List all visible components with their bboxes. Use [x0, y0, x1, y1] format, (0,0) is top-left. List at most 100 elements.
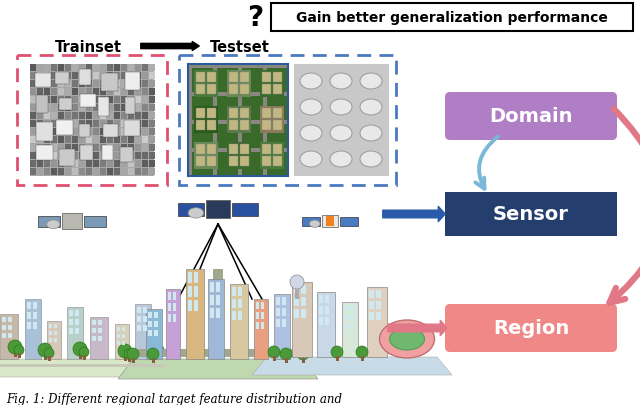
Bar: [86, 73, 92, 80]
Bar: [58, 113, 64, 120]
Bar: [128, 168, 134, 175]
Bar: [154, 312, 158, 318]
Bar: [196, 157, 205, 166]
Bar: [238, 311, 242, 320]
Bar: [58, 73, 64, 80]
Bar: [121, 161, 127, 168]
Bar: [72, 161, 78, 168]
Bar: [262, 145, 271, 155]
Bar: [75, 319, 79, 325]
Bar: [93, 113, 99, 120]
Bar: [350, 323, 354, 329]
Bar: [273, 157, 282, 166]
Bar: [149, 73, 155, 80]
Bar: [229, 157, 238, 166]
Bar: [27, 302, 31, 309]
Bar: [256, 322, 259, 329]
Bar: [301, 285, 306, 294]
Bar: [344, 305, 348, 311]
Bar: [0, 364, 165, 367]
Bar: [65, 105, 71, 112]
Circle shape: [79, 347, 89, 357]
Bar: [90, 317, 108, 359]
Bar: [51, 113, 57, 120]
Circle shape: [148, 340, 162, 354]
Bar: [301, 309, 306, 318]
Circle shape: [127, 348, 139, 360]
Bar: [227, 71, 251, 98]
Bar: [168, 292, 171, 300]
Bar: [72, 81, 78, 88]
Bar: [122, 327, 125, 331]
Bar: [79, 153, 85, 160]
Bar: [121, 145, 127, 151]
Bar: [92, 320, 96, 325]
Bar: [121, 113, 127, 120]
Bar: [376, 290, 381, 298]
Bar: [44, 129, 50, 136]
Bar: [240, 109, 249, 119]
Bar: [30, 161, 36, 168]
Ellipse shape: [300, 126, 322, 142]
Ellipse shape: [390, 328, 424, 350]
Bar: [216, 295, 220, 305]
Bar: [285, 358, 287, 363]
Ellipse shape: [330, 151, 352, 168]
Bar: [325, 317, 329, 325]
Bar: [58, 121, 64, 128]
FancyBboxPatch shape: [445, 93, 617, 141]
Bar: [107, 81, 113, 88]
Bar: [72, 65, 78, 72]
Bar: [30, 89, 36, 96]
Bar: [37, 65, 43, 72]
Bar: [122, 334, 125, 338]
Bar: [142, 113, 148, 120]
Bar: [210, 282, 214, 292]
Bar: [100, 113, 106, 120]
Bar: [30, 105, 36, 112]
Bar: [44, 65, 50, 72]
Bar: [33, 312, 37, 319]
Bar: [260, 143, 284, 170]
Bar: [261, 302, 264, 309]
FancyBboxPatch shape: [271, 4, 633, 32]
Bar: [302, 217, 320, 226]
Bar: [229, 145, 238, 155]
Bar: [100, 136, 106, 144]
Bar: [2, 325, 6, 330]
Bar: [148, 321, 152, 327]
Bar: [101, 74, 118, 92]
Bar: [173, 314, 176, 322]
Circle shape: [38, 343, 52, 357]
Bar: [295, 289, 299, 299]
Bar: [58, 89, 64, 96]
Bar: [114, 89, 120, 96]
Bar: [128, 113, 134, 120]
Bar: [135, 105, 141, 112]
Ellipse shape: [188, 208, 204, 219]
Bar: [154, 330, 158, 336]
Bar: [86, 161, 92, 168]
Bar: [117, 327, 120, 331]
Bar: [149, 113, 155, 120]
Bar: [276, 308, 280, 316]
Bar: [98, 336, 102, 341]
Bar: [115, 324, 129, 359]
Bar: [240, 85, 249, 95]
Bar: [135, 129, 141, 136]
Bar: [229, 85, 238, 95]
Bar: [135, 97, 141, 104]
Bar: [51, 89, 57, 96]
Bar: [149, 121, 155, 128]
Bar: [186, 269, 204, 359]
Bar: [121, 73, 127, 80]
Bar: [194, 286, 198, 297]
Bar: [238, 65, 242, 177]
Bar: [107, 105, 113, 112]
Bar: [276, 297, 280, 305]
Circle shape: [297, 348, 309, 360]
Bar: [100, 81, 106, 88]
Bar: [36, 146, 53, 161]
Bar: [120, 148, 133, 162]
Bar: [65, 153, 71, 160]
